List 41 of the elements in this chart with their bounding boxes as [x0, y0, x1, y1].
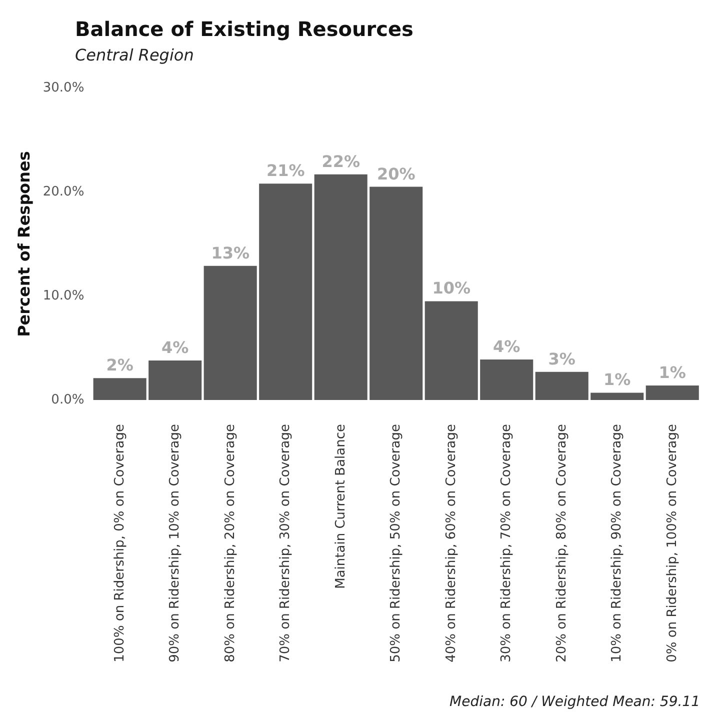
x-tick-label: 80% on Ridership, 20% on Coverage — [222, 424, 238, 662]
data-label: 4% — [161, 338, 189, 357]
data-label: 3% — [548, 349, 576, 368]
data-label: 13% — [211, 243, 250, 262]
x-tick-label: 40% on Ridership, 60% on Coverage — [444, 424, 459, 662]
bar — [535, 372, 588, 400]
y-tick-label: 30.0% — [42, 80, 84, 96]
data-label: 1% — [658, 362, 686, 382]
bar — [204, 266, 257, 400]
data-label: 22% — [322, 152, 360, 171]
x-tick-label: Maintain Current Balance — [333, 424, 348, 589]
chart-title: Balance of Existing Resources — [75, 17, 414, 41]
y-tick-label: 0.0% — [51, 392, 84, 408]
data-label: 2% — [106, 356, 134, 375]
x-tick-label: 100% on Ridership, 0% on Coverage — [112, 424, 128, 662]
bar — [148, 360, 202, 400]
data-label: 21% — [266, 161, 305, 180]
x-tick-label: 30% on Ridership, 70% on Coverage — [499, 424, 514, 662]
x-tick-label: 70% on Ridership, 30% on Coverage — [278, 424, 294, 662]
y-tick-label: 10.0% — [42, 288, 84, 304]
x-tick-label: 50% on Ridership, 50% on Coverage — [388, 424, 404, 662]
x-tick-label: 90% on Ridership, 10% on Coverage — [168, 424, 183, 662]
x-tick-label: 10% on Ridership, 90% on Coverage — [610, 424, 625, 662]
bar — [93, 378, 146, 400]
bar — [590, 392, 644, 400]
x-tick-label: 20% on Ridership, 80% on Coverage — [554, 424, 570, 662]
data-label: 1% — [604, 370, 631, 390]
data-label: 4% — [493, 336, 520, 356]
y-axis-title: Percent of Respones — [14, 151, 34, 337]
bar — [370, 186, 423, 400]
chart-subtitle: Central Region — [75, 46, 194, 64]
bar — [646, 385, 699, 400]
text: Median: 60 / Weighted Mean: 59.11 — [450, 694, 700, 710]
bar — [480, 359, 534, 400]
data-label: 20% — [376, 164, 416, 184]
y-tick-label: 20.0% — [42, 184, 84, 200]
bar — [259, 184, 312, 400]
x-tick-label: 0% on Ridership, 100% on Coverage — [664, 424, 680, 662]
bar — [424, 301, 478, 400]
data-label: 10% — [432, 278, 470, 298]
bar — [314, 174, 368, 400]
